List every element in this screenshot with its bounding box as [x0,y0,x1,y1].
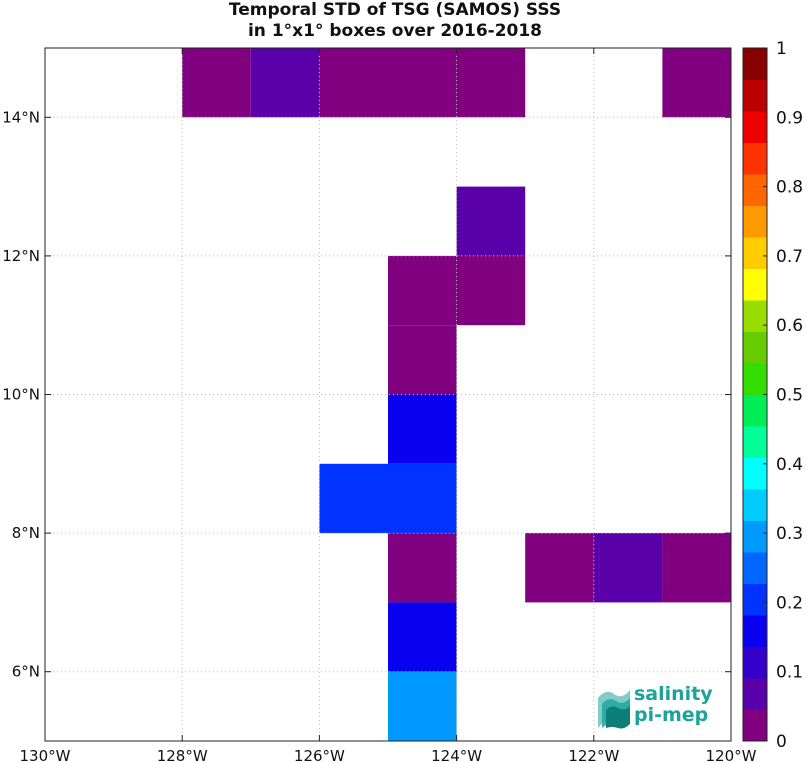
y-tick-label: 8°N [12,524,40,542]
heatmap-cell [388,255,457,326]
chart-title-line2: in 1°x1° boxes over 2016-2018 [247,21,543,41]
colorbar-tick-label: 0.6 [776,316,803,336]
heatmap-cells [182,48,731,741]
heatmap-cell [593,533,663,603]
y-axis-ticks: 6°N 8°N 10°N 12°N 14°N [2,108,731,681]
colorbar-swatch [743,142,767,175]
colorbar-swatch [743,111,767,143]
logo-text: salinity pi-mep [634,684,713,726]
logo-line2: pi-mep [634,704,709,726]
colorbar-swatch [743,678,767,710]
colorbar-tick-label: 0.1 [776,663,803,683]
colorbar-tick-label: 0.9 [776,108,803,128]
heatmap-cell [250,48,320,118]
x-tick-label: 126°W [294,747,345,763]
heatmap-cell [388,394,457,464]
colorbar-swatch [743,457,767,490]
y-tick-label: 10°N [2,386,40,404]
heatmap-cell [319,48,388,118]
colorbar-tick-label: 1 [776,39,787,59]
colorbar-swatch [743,520,767,553]
y-tick-label: 14°N [2,108,40,126]
colorbar-tick-label: 0.3 [776,524,803,544]
heatmap-cell [388,671,457,741]
heatmap-cell [456,186,526,256]
colorbar-swatch [743,48,767,80]
colorbar-swatch [743,300,767,332]
y-tick-label: 6°N [12,663,40,681]
x-tick-label: 120°W [706,747,757,763]
x-tick-label: 128°W [157,747,208,763]
logo-waves-icon [598,690,630,729]
colorbar-swatch [743,709,767,742]
chart-title: Temporal STD of TSG (SAMOS) SSS in 1°x1°… [0,0,790,42]
heatmap-cell [319,463,388,534]
colorbar-swatch [743,552,767,584]
colorbar-swatch [743,205,767,238]
colorbar-swatch [743,331,767,364]
x-tick-label: 124°W [431,747,482,763]
heatmap-cell [525,533,594,603]
salinity-pi-mep-logo: salinity pi-mep [596,684,726,732]
heatmap-cell [388,325,457,395]
heatmap-cell [456,48,526,118]
heatmap-cell [662,48,731,118]
heatmap-cell [388,602,457,672]
heatmap-cell [388,533,457,603]
colorbar: 0 0.1 0.2 0.3 0.4 0.5 0.6 0.7 0.8 0.9 1 [742,39,803,752]
y-tick-label: 12°N [2,247,40,265]
chart-title-line1: Temporal STD of TSG (SAMOS) SSS [228,0,562,20]
colorbar-swatch [743,174,767,206]
colorbar-tick-label: 0.2 [776,593,803,613]
heatmap-cell [388,463,457,534]
colorbar-swatch [743,615,767,647]
colorbar-swatch [743,583,767,616]
logo-line1: salinity [634,683,713,705]
x-tick-label: 122°W [568,747,619,763]
colorbar-swatch [743,426,767,458]
colorbar-tick-label: 0.7 [776,247,803,267]
colorbar-tick-label: 0.5 [776,386,803,406]
heatmap-cell [662,533,731,603]
heatmap-cell [388,48,457,118]
colorbar-swatch [743,394,767,427]
x-axis-ticks: 130°W 128°W 126°W 124°W 122°W 120°W [20,48,757,763]
colorbar-swatch [743,237,767,269]
colorbar-tick-label: 0.8 [776,178,803,198]
colorbar-swatch [743,79,767,112]
colorbar-swatch [743,489,767,521]
heatmap-cell [456,255,526,326]
colorbar-swatch [743,363,767,395]
colorbar-swatch [743,646,767,679]
heatmap-cell [182,48,251,118]
x-tick-label: 130°W [20,747,71,763]
colorbar-tick-label: 0.4 [776,455,803,475]
colorbar-tick-label: 0 [776,732,787,752]
colorbar-swatch [743,268,767,301]
